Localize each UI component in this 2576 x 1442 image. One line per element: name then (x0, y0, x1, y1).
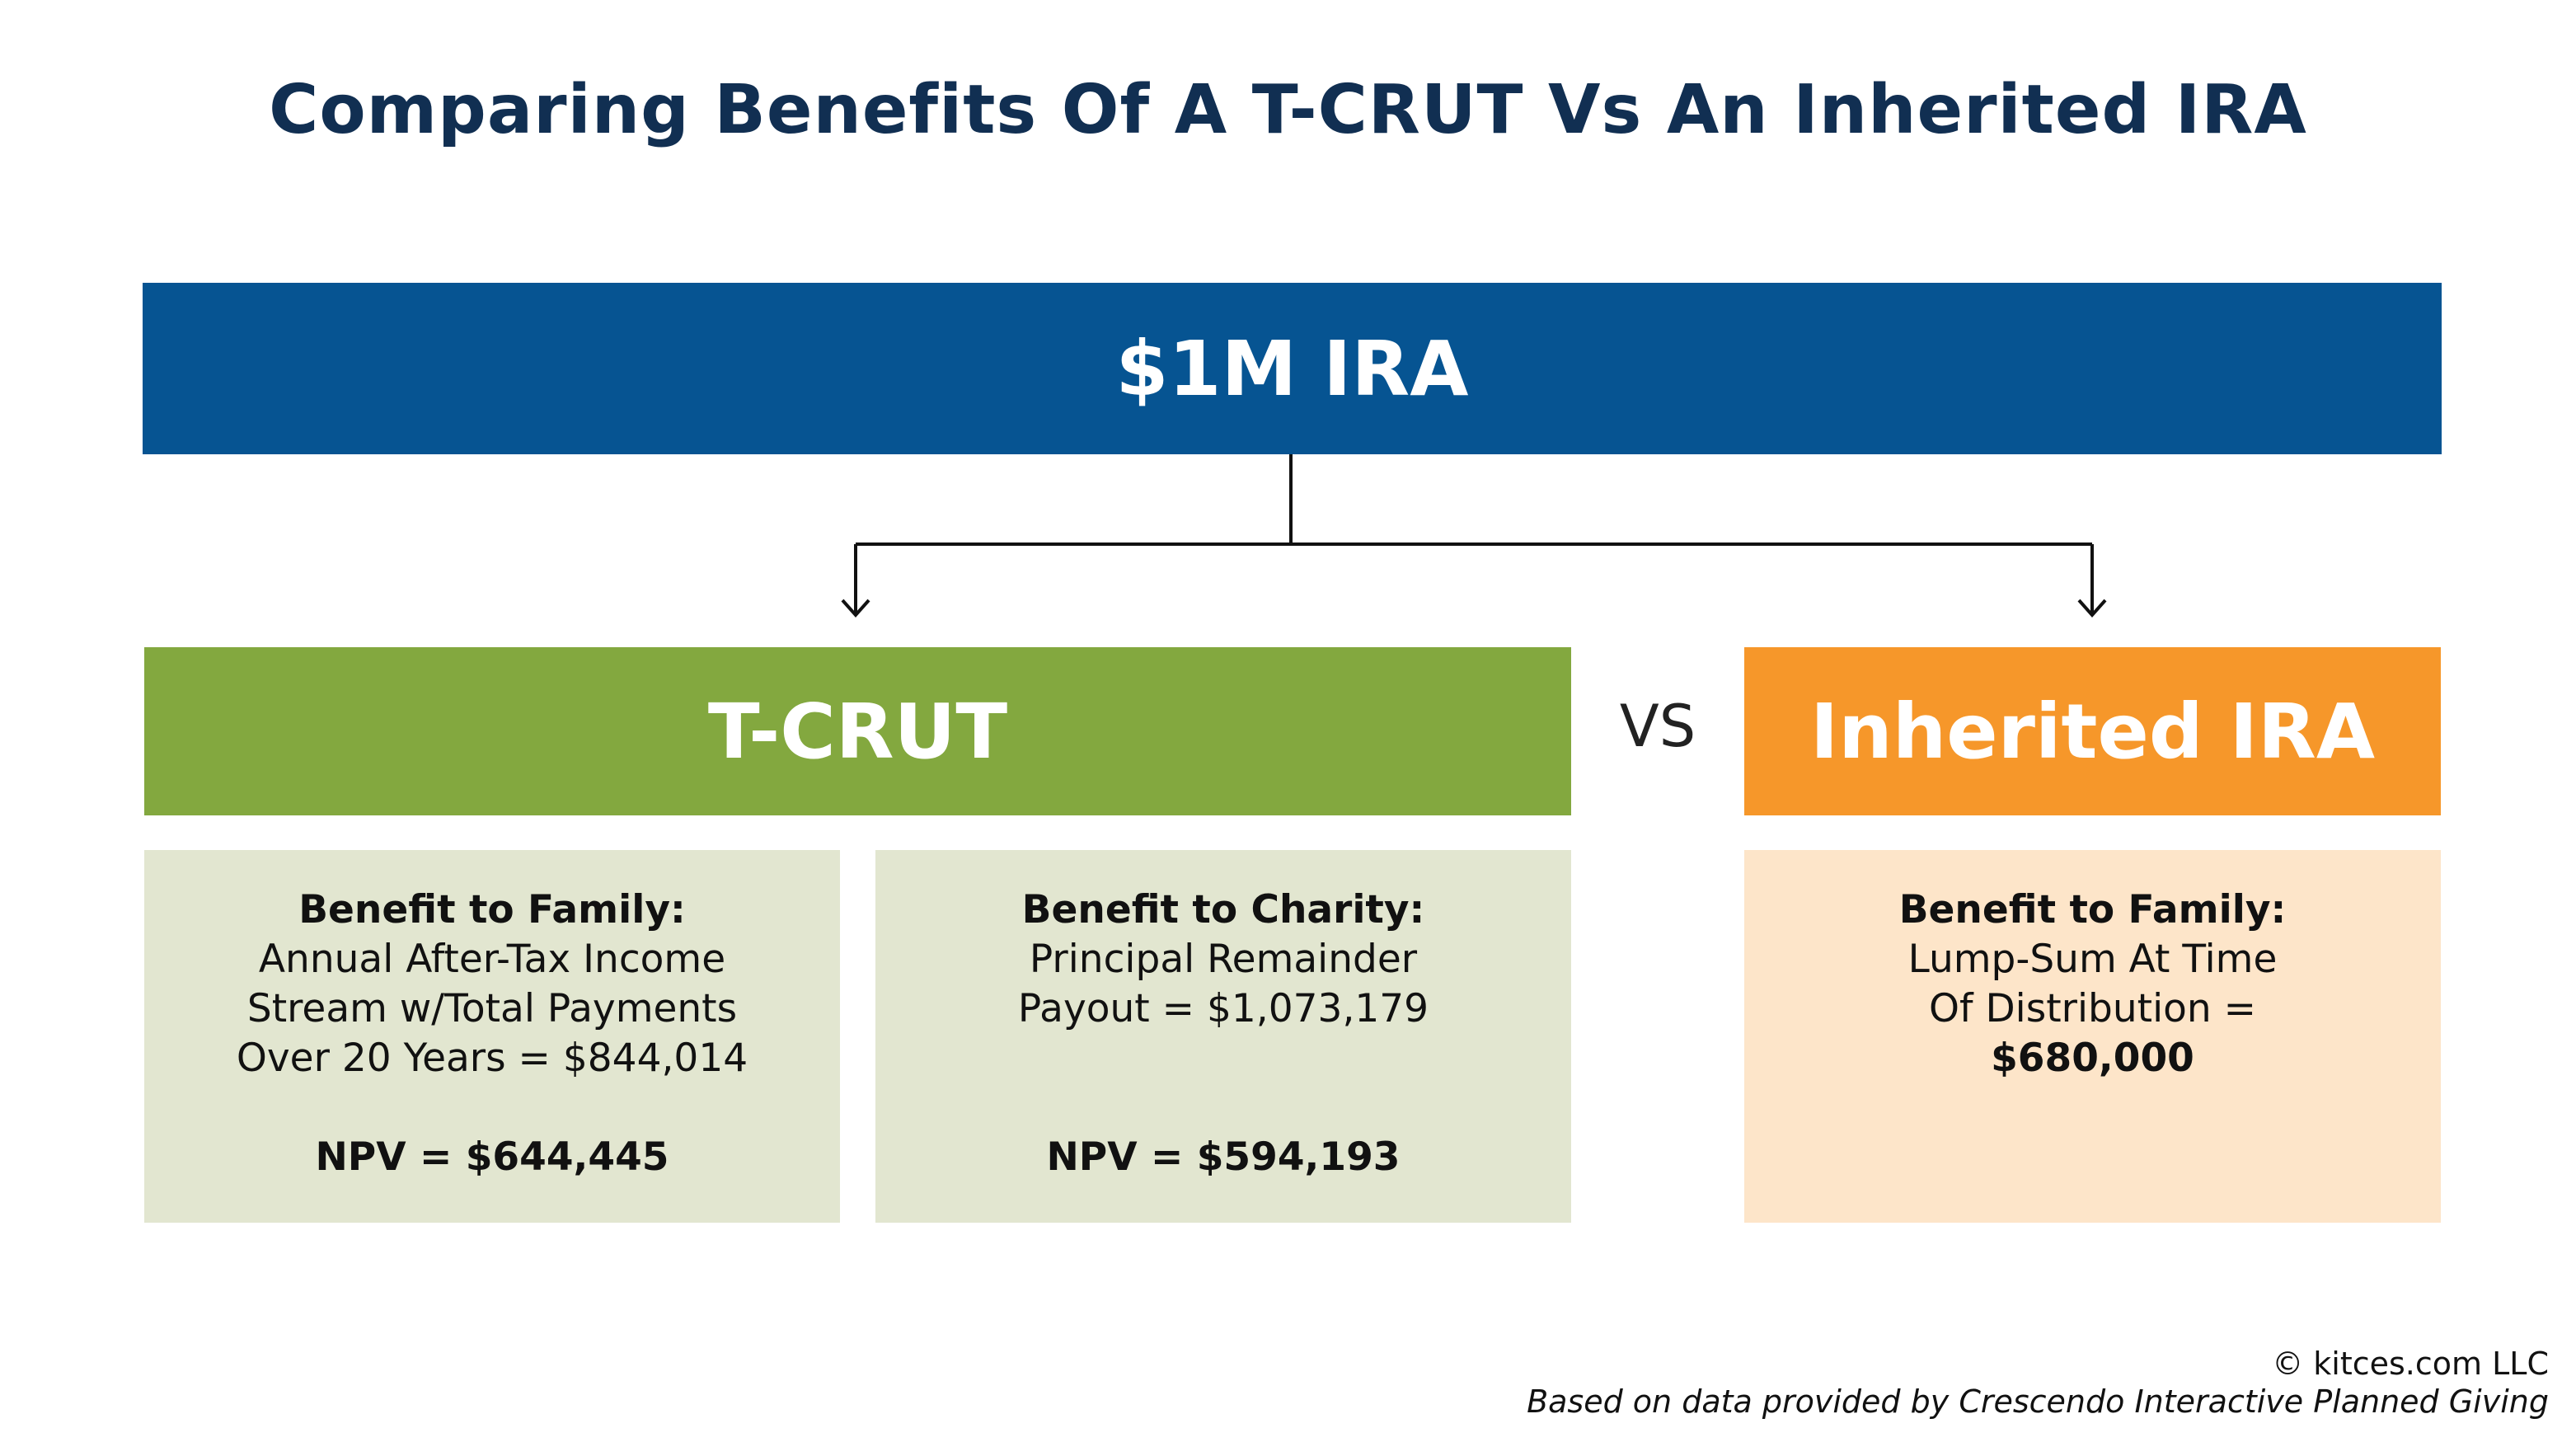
arrow-down-left-icon (841, 599, 870, 618)
panel-line: Of Distribution = (1929, 986, 2256, 1031)
tcrut-label: T-CRUT (707, 687, 1008, 776)
arrow-down-right-icon (2077, 599, 2107, 618)
inherited-ira-label: Inherited IRA (1809, 687, 2376, 776)
panel-heading: Benefit to Family: (1898, 887, 2287, 932)
panel-line: Stream w/Total Payments (246, 986, 738, 1031)
panel-line: Principal Remainder (1029, 937, 1418, 982)
npv-value: NPV = $644,445 (315, 1134, 669, 1180)
panel-heading: Benefit to Charity: (1021, 887, 1425, 932)
panel-line: Annual After-Tax Income (258, 937, 726, 982)
panel-line: Payout = $1,073,179 (1017, 986, 1429, 1031)
inherited-ira-box: Inherited IRA (1744, 647, 2441, 815)
data-source-note: Based on data provided by Crescendo Inte… (1527, 1383, 2549, 1420)
tcrut-family-benefit-panel: Benefit to Family: Annual After-Tax Inco… (144, 850, 840, 1223)
root-ira-box: $1M IRA (143, 283, 2442, 454)
panel-line: Over 20 Years = $844,014 (236, 1036, 748, 1081)
tcrut-charity-benefit-panel: Benefit to Charity: Principal Remainder … (875, 850, 1571, 1223)
root-ira-label: $1M IRA (1115, 324, 1469, 413)
copyright-notice: © kitces.com LLC (2272, 1346, 2549, 1382)
inherited-ira-family-benefit-panel: Benefit to Family: Lump-Sum At Time Of D… (1744, 850, 2441, 1223)
lump-sum-value: $680,000 (1991, 1036, 2194, 1081)
panel-line: Lump-Sum At Time (1907, 937, 2278, 982)
panel-heading: Benefit to Family: (298, 887, 686, 932)
tcrut-box: T-CRUT (144, 647, 1571, 815)
page-title: Comparing Benefits Of A T-CRUT Vs An Inh… (269, 71, 2307, 149)
versus-label: VS (1619, 693, 1696, 760)
npv-value: NPV = $594,193 (1046, 1134, 1401, 1180)
